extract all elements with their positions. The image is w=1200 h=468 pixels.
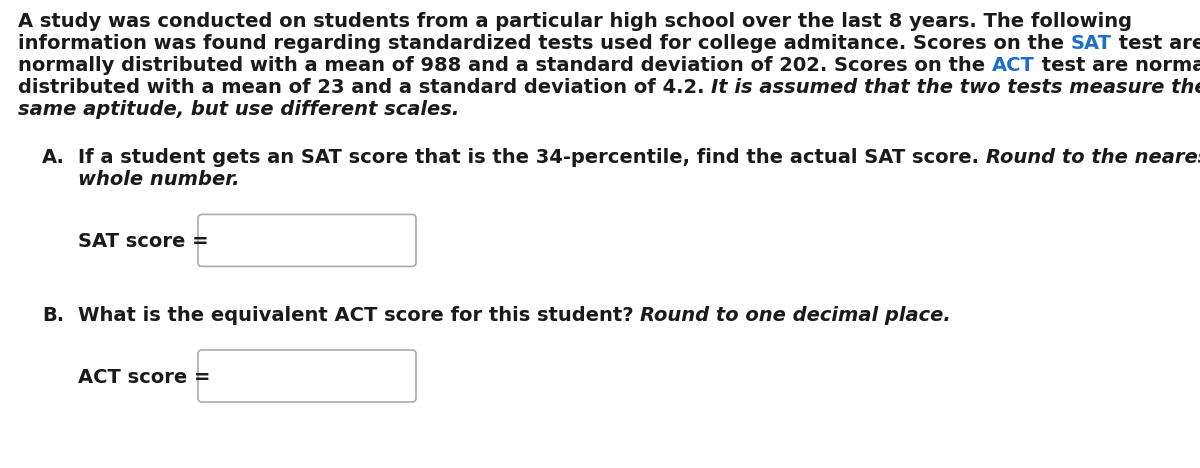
- Text: whole number.: whole number.: [78, 170, 240, 190]
- Text: If a student gets an SAT score that is the 34-percentile, find the actual SAT sc: If a student gets an SAT score that is t…: [78, 148, 985, 168]
- Text: Round to the nearest: Round to the nearest: [985, 148, 1200, 168]
- Text: test are normally: test are normally: [1034, 56, 1200, 75]
- Text: SAT: SAT: [1070, 34, 1112, 53]
- Text: B.: B.: [42, 306, 64, 325]
- Text: information was found regarding standardized tests used for college admitance. S: information was found regarding standard…: [18, 34, 1070, 53]
- Text: It is assumed that the two tests measure the: It is assumed that the two tests measure…: [712, 78, 1200, 97]
- FancyBboxPatch shape: [198, 214, 416, 266]
- Text: A study was conducted on students from a particular high school over the last 8 : A study was conducted on students from a…: [18, 12, 1132, 31]
- Text: A.: A.: [42, 148, 65, 168]
- Text: test are: test are: [1112, 34, 1200, 53]
- FancyBboxPatch shape: [198, 350, 416, 402]
- Text: Round to one decimal place.: Round to one decimal place.: [641, 306, 952, 325]
- Text: normally distributed with a mean of 988 and a standard deviation of 202. Scores : normally distributed with a mean of 988 …: [18, 56, 992, 75]
- Text: distributed with a mean of 23 and a standard deviation of 4.2.: distributed with a mean of 23 and a stan…: [18, 78, 712, 97]
- Text: ACT score =: ACT score =: [78, 368, 210, 387]
- Text: ACT: ACT: [992, 56, 1034, 75]
- Text: What is the equivalent ACT score for this student?: What is the equivalent ACT score for thi…: [78, 306, 641, 325]
- Text: same aptitude, but use different scales.: same aptitude, but use different scales.: [18, 100, 460, 119]
- Text: SAT score =: SAT score =: [78, 233, 209, 251]
